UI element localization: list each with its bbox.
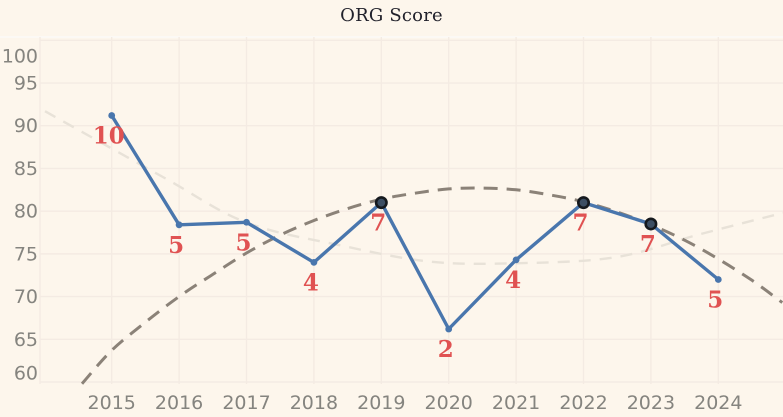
y-axis-tick-label-80: 80 [14,201,38,223]
point-value-label-2018: 4 [303,269,319,296]
data-point-2018 [310,259,318,266]
y-axis-tick-label-70: 70 [14,286,38,308]
point-value-label-2019: 7 [370,210,386,237]
chart-title: ORG Score [340,5,443,26]
y-axis-tick-label-65: 65 [14,329,38,351]
x-axis-tick-label-2020: 2020 [425,392,473,414]
x-axis-tick-label-2015: 2015 [88,392,136,414]
x-axis-tick-label-2022: 2022 [559,392,607,414]
plot-top-border [0,36,783,38]
y-axis-tick-label-75: 75 [14,243,38,265]
x-axis-tick-label-2023: 2023 [627,392,675,414]
point-value-label-2015: 10 [93,122,125,149]
y-axis-tick-label-100: 100 [2,46,38,68]
point-value-label-2022: 7 [572,210,588,237]
trend-dark-dashed-curve [80,186,783,385]
point-value-label-2017: 5 [235,229,251,256]
y-axis-tick-label-90: 90 [14,115,38,137]
point-value-label-2021: 4 [505,267,521,294]
x-axis-tick-label-2019: 2019 [357,392,405,414]
org-score-line [109,113,720,331]
highlighted-data-point-2023 [644,217,658,231]
x-axis-tick-label-2024: 2024 [694,392,742,414]
highlighted-data-point-2019 [374,196,388,210]
highlighted-data-point-2022 [576,196,590,210]
point-value-label-2024: 5 [707,286,723,313]
y-axis-tick-label-85: 85 [14,158,38,180]
y-axis-tick-label-60: 60 [14,363,38,385]
y-axis-tick-label-95: 95 [14,73,38,95]
point-value-label-2023: 7 [640,231,656,258]
point-value-label-2020: 2 [438,336,454,363]
x-axis-tick-label-2018: 2018 [290,392,338,414]
x-axis-tick-label-2016: 2016 [155,392,203,414]
point-value-label-2016: 5 [168,232,184,259]
data-point-2017 [243,218,250,226]
data-point-2020 [445,325,453,333]
data-point-2015 [108,112,116,119]
data-point-2016 [175,221,183,229]
data-point-2024 [714,276,722,283]
x-axis-tick-label-2021: 2021 [492,392,540,414]
data-point-2021 [512,256,520,264]
x-axis-tick-label-2017: 2017 [222,392,270,414]
